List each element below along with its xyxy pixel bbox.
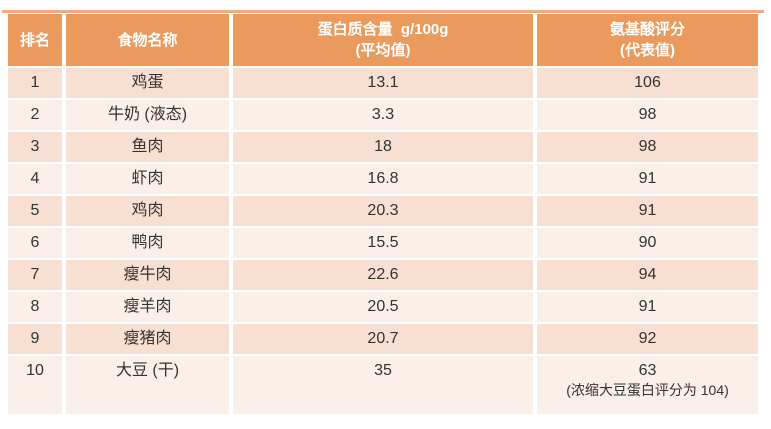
score-cell: 90 — [537, 228, 758, 258]
rank-cell: 2 — [8, 100, 62, 130]
header-food-name-label: 食物名称 — [117, 31, 178, 49]
protein-cell: 20.3 — [233, 196, 533, 226]
score-value: 63 — [638, 362, 657, 379]
food-name-cell: 鱼肉 — [66, 132, 229, 162]
score-value: 91 — [638, 298, 657, 316]
header-rank-label: 排名 — [19, 31, 50, 49]
food-name-cell: 虾肉 — [66, 164, 229, 194]
protein-cell: 18 — [233, 132, 533, 162]
food-name-cell: 鸡蛋 — [66, 68, 229, 98]
rank-cell: 8 — [8, 292, 62, 322]
score-cell: 91 — [537, 292, 758, 322]
rank-cell: 5 — [8, 196, 62, 226]
score-value: 98 — [638, 138, 657, 156]
rank-cell: 6 — [8, 228, 62, 258]
score-cell: 92 — [537, 324, 758, 354]
header-protein-content: 蛋白质含量 g/100g (平均值) — [233, 14, 533, 66]
score-note: (浓缩大豆蛋白评分为 104) — [566, 382, 729, 399]
header-food-name: 食物名称 — [66, 14, 229, 66]
food-name-cell: 鸡肉 — [66, 196, 229, 226]
score-cell: 98 — [537, 132, 758, 162]
header-score-line1: 氨基酸评分 — [609, 21, 685, 38]
header-rank: 排名 — [8, 14, 62, 66]
header-score-line2: (代表值) — [620, 42, 675, 59]
table-top-rule — [2, 10, 764, 13]
food-name-cell: 瘦猪肉 — [66, 324, 229, 354]
food-name-cell: 瘦羊肉 — [66, 292, 229, 322]
food-name-cell: 大豆 (干) — [66, 356, 229, 414]
score-cell: 98 — [537, 100, 758, 130]
protein-cell: 22.6 — [233, 260, 533, 290]
score-cell: 91 — [537, 196, 758, 226]
protein-cell: 15.5 — [233, 228, 533, 258]
rank-cell: 3 — [8, 132, 62, 162]
score-value: 98 — [638, 106, 657, 124]
rank-cell: 7 — [8, 260, 62, 290]
protein-cell: 3.3 — [233, 100, 533, 130]
protein-cell: 20.7 — [233, 324, 533, 354]
food-name-cell: 鸭肉 — [66, 228, 229, 258]
rank-cell: 9 — [8, 324, 62, 354]
food-name-cell: 瘦牛肉 — [66, 260, 229, 290]
protein-cell: 35 — [233, 356, 533, 414]
protein-cell: 16.8 — [233, 164, 533, 194]
protein-cell: 13.1 — [233, 68, 533, 98]
score-cell: 63 (浓缩大豆蛋白评分为 104) — [537, 356, 758, 414]
score-value: 94 — [638, 266, 657, 284]
food-name-cell: 牛奶 (液态) — [66, 100, 229, 130]
score-value: 91 — [638, 202, 657, 220]
score-value: 90 — [638, 234, 657, 252]
score-value: 92 — [638, 330, 657, 348]
header-amino-acid-score: 氨基酸评分 (代表值) — [537, 14, 758, 66]
rank-cell: 10 — [8, 356, 62, 414]
score-cell: 94 — [537, 260, 758, 290]
score-cell: 91 — [537, 164, 758, 194]
protein-cell: 20.5 — [233, 292, 533, 322]
header-protein-line1: 蛋白质含量 g/100g — [317, 21, 449, 38]
score-value: 91 — [638, 170, 657, 188]
rank-cell: 4 — [8, 164, 62, 194]
protein-table: 排名 食物名称 蛋白质含量 g/100g (平均值) 氨基酸评分 (代表值) 1… — [8, 14, 758, 414]
score-cell: 106 — [537, 68, 758, 98]
header-protein-line2: (平均值) — [355, 42, 411, 59]
score-value: 106 — [634, 74, 661, 92]
rank-cell: 1 — [8, 68, 62, 98]
